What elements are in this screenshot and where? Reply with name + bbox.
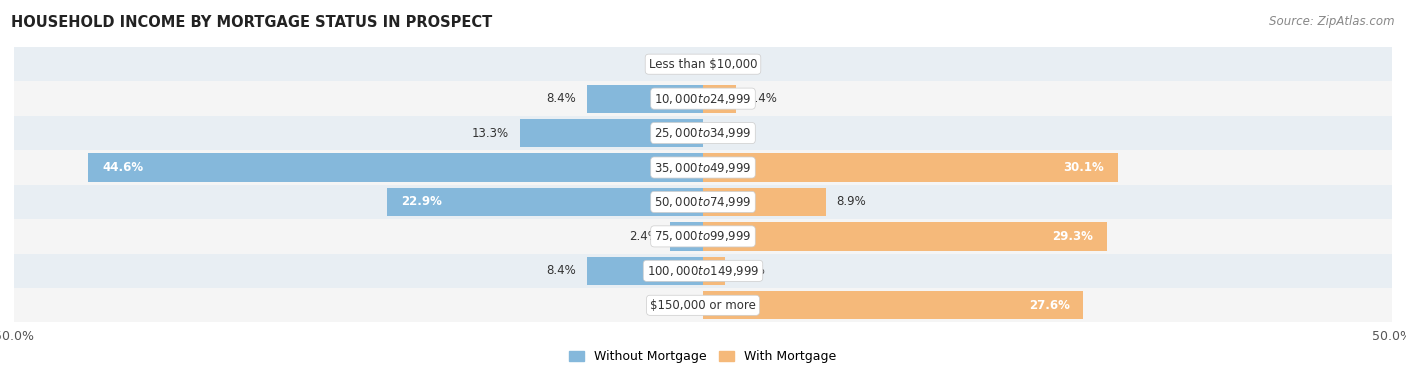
Text: 30.1%: 30.1% bbox=[1063, 161, 1104, 174]
Bar bbox=[14, 150, 1392, 185]
Bar bbox=[703, 257, 725, 285]
Bar bbox=[14, 47, 1392, 81]
Text: $25,000 to $34,999: $25,000 to $34,999 bbox=[654, 126, 752, 140]
Text: HOUSEHOLD INCOME BY MORTGAGE STATUS IN PROSPECT: HOUSEHOLD INCOME BY MORTGAGE STATUS IN P… bbox=[11, 15, 492, 30]
Bar bbox=[703, 222, 1107, 250]
Bar bbox=[14, 254, 1392, 288]
Text: 2.4%: 2.4% bbox=[747, 92, 778, 105]
Bar bbox=[669, 222, 703, 250]
Text: 13.3%: 13.3% bbox=[471, 127, 509, 139]
Bar bbox=[14, 116, 1392, 150]
Text: 0.0%: 0.0% bbox=[662, 299, 692, 312]
Bar bbox=[89, 153, 703, 182]
Bar bbox=[14, 219, 1392, 254]
Text: 8.4%: 8.4% bbox=[547, 264, 576, 277]
Text: 44.6%: 44.6% bbox=[103, 161, 143, 174]
Bar bbox=[14, 288, 1392, 322]
Bar bbox=[14, 81, 1392, 116]
Text: Source: ZipAtlas.com: Source: ZipAtlas.com bbox=[1270, 15, 1395, 28]
Text: $50,000 to $74,999: $50,000 to $74,999 bbox=[654, 195, 752, 209]
Text: 0.0%: 0.0% bbox=[714, 127, 744, 139]
Text: $35,000 to $49,999: $35,000 to $49,999 bbox=[654, 161, 752, 175]
Text: 2.4%: 2.4% bbox=[628, 230, 659, 243]
Text: 29.3%: 29.3% bbox=[1052, 230, 1092, 243]
Text: $150,000 or more: $150,000 or more bbox=[650, 299, 756, 312]
Text: 8.4%: 8.4% bbox=[547, 92, 576, 105]
Text: 0.0%: 0.0% bbox=[662, 58, 692, 70]
Text: 8.9%: 8.9% bbox=[837, 195, 866, 208]
Bar bbox=[388, 188, 703, 216]
Bar bbox=[703, 84, 737, 113]
Bar bbox=[588, 84, 703, 113]
Text: 1.6%: 1.6% bbox=[737, 264, 766, 277]
Bar bbox=[520, 119, 703, 147]
Bar bbox=[703, 291, 1083, 319]
Bar bbox=[703, 153, 1118, 182]
Bar bbox=[588, 257, 703, 285]
Text: $100,000 to $149,999: $100,000 to $149,999 bbox=[647, 264, 759, 278]
Bar bbox=[703, 188, 825, 216]
Legend: Without Mortgage, With Mortgage: Without Mortgage, With Mortgage bbox=[564, 345, 842, 368]
Text: 22.9%: 22.9% bbox=[401, 195, 441, 208]
Text: 0.0%: 0.0% bbox=[714, 58, 744, 70]
Text: $10,000 to $24,999: $10,000 to $24,999 bbox=[654, 92, 752, 106]
Text: $75,000 to $99,999: $75,000 to $99,999 bbox=[654, 229, 752, 244]
Text: 27.6%: 27.6% bbox=[1029, 299, 1070, 312]
Text: Less than $10,000: Less than $10,000 bbox=[648, 58, 758, 70]
Bar bbox=[14, 185, 1392, 219]
